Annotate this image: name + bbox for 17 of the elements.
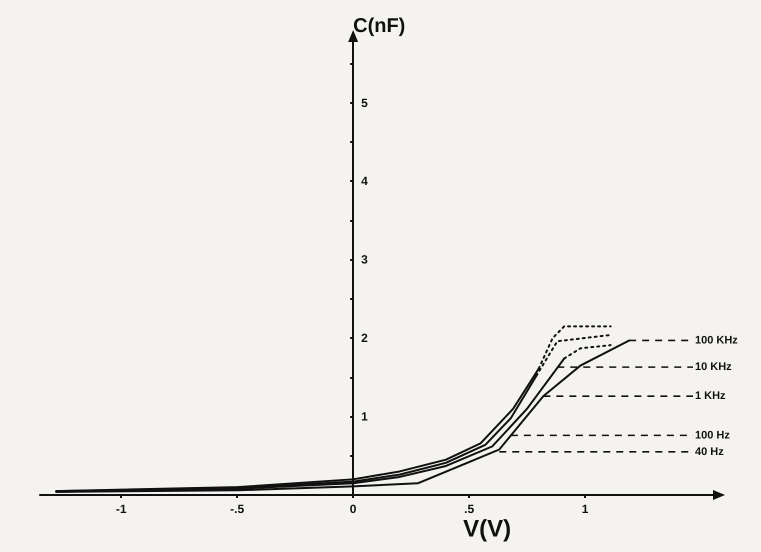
y-tick-label: 3	[361, 252, 368, 267]
annotation: 1 KHz	[695, 390, 726, 402]
x-tick-label: 1	[582, 502, 589, 516]
y-tick-label: 4	[361, 174, 368, 188]
y-tick-label: 1	[361, 410, 368, 424]
y-tick-label: 2	[361, 331, 368, 346]
annotation: 40 Hz	[695, 446, 724, 458]
x-tick-label: 0	[350, 502, 357, 516]
y-tick-label: 5	[361, 96, 368, 110]
x-tick-label: -.5	[230, 502, 244, 516]
x-tick-label: -1	[116, 502, 127, 516]
annotation: 10 KHz	[695, 361, 732, 374]
x-tick-label: .5	[464, 502, 474, 516]
annotation: 100 KHz	[695, 334, 738, 346]
annotation: 100 Hz	[695, 429, 730, 442]
y-axis-title: C(nF)	[353, 15, 406, 37]
x-axis-title: V(V)	[463, 516, 512, 542]
